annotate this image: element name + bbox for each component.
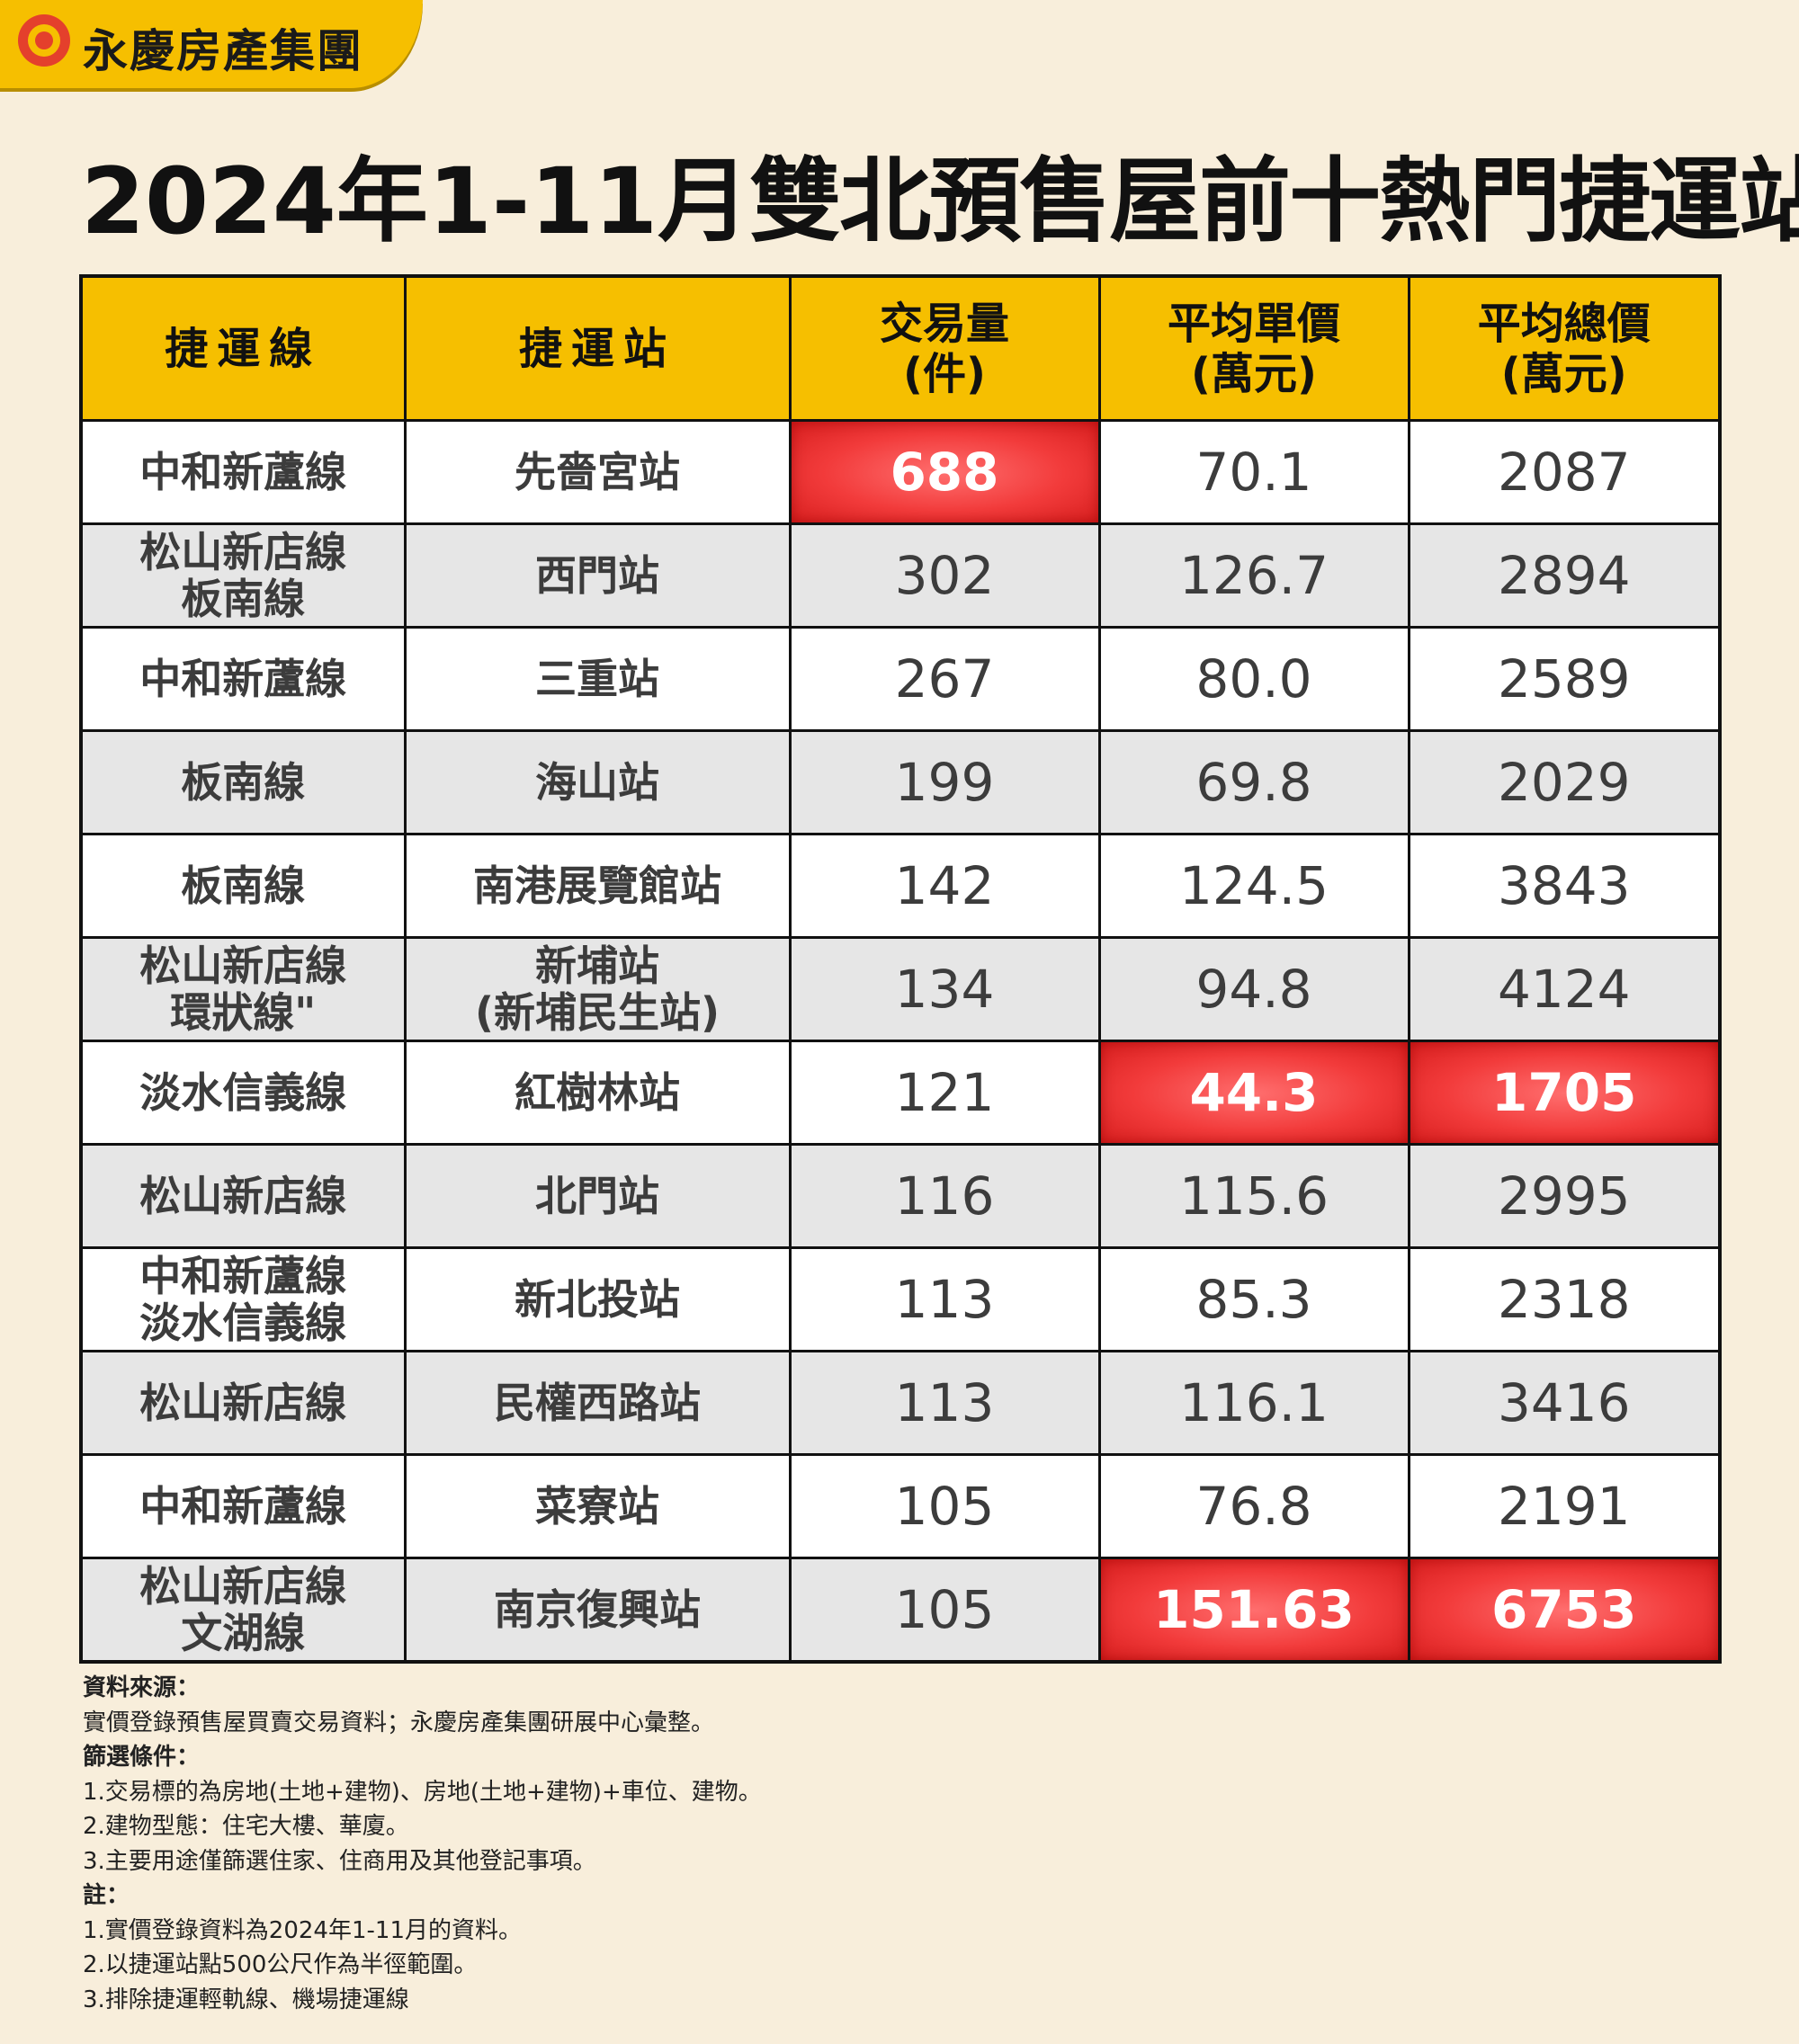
cell-unit-price: 94.8 [1097, 936, 1410, 1042]
table-row: 中和新蘆線 菜寮站 105 76.8 2191 [79, 1453, 1722, 1559]
cell-volume: 688 [788, 419, 1101, 525]
cell-mrt-line: 松山新店線 文湖線 [79, 1557, 407, 1664]
header-unit-price: 平均單價 (萬元) [1097, 274, 1410, 422]
cell-total-price: 2029 [1407, 729, 1722, 835]
table-row: 松山新店線 環狀線" 新埔站 (新埔民生站) 134 94.8 4124 [79, 936, 1722, 1042]
cell-mrt-station: 海山站 [403, 729, 792, 835]
cell-volume: 113 [788, 1350, 1101, 1456]
cell-mrt-line: 松山新店線 環狀線" [79, 936, 407, 1042]
table-row: 板南線 南港展覽館站 142 124.5 3843 [79, 833, 1722, 939]
remark-item: 1.實價登錄資料為2024年1-11月的資料。 [83, 1916, 522, 1944]
cell-total-price: 4124 [1407, 936, 1722, 1042]
page-title: 2024年1-11月雙北預售屋前十熱門捷運站 [81, 144, 1799, 261]
cell-mrt-line: 松山新店線 [79, 1350, 407, 1456]
cell-mrt-station: 南京復興站 [403, 1557, 792, 1664]
cell-volume: 116 [788, 1143, 1101, 1249]
cell-unit-price: 70.1 [1097, 419, 1410, 525]
station-table: 捷運線 捷運站 交易量 (件) 平均單價 (萬元) 平均總價 (萬元) 中和新蘆線 先嗇… [79, 274, 1722, 1664]
cell-total-price: 2087 [1407, 419, 1722, 525]
header-total-price: 平均總價 (萬元) [1407, 274, 1722, 422]
cell-total-price: 6753 [1407, 1557, 1722, 1664]
remark-item: 3.排除捷運輕軌線、機場捷運線 [83, 1986, 409, 2013]
cell-mrt-station: 新北投站 [403, 1246, 792, 1352]
cell-mrt-line: 板南線 [79, 729, 407, 835]
footnotes: 資料來源： 實價登錄預售屋買賣交易資料；永慶房產集團研展中心彙整。 篩選條件： … [83, 1671, 1702, 2017]
table-row: 中和新蘆線 先嗇宮站 688 70.1 2087 [79, 419, 1722, 525]
cell-total-price: 2995 [1407, 1143, 1722, 1249]
table-row: 板南線 海山站 199 69.8 2029 [79, 729, 1722, 835]
cell-mrt-line: 松山新店線 [79, 1143, 407, 1249]
cell-total-price: 2894 [1407, 522, 1722, 629]
cell-total-price: 2589 [1407, 626, 1722, 732]
cell-unit-price: 80.0 [1097, 626, 1410, 732]
cell-unit-price: 116.1 [1097, 1350, 1410, 1456]
cell-mrt-station: 西門站 [403, 522, 792, 629]
cell-mrt-line: 中和新蘆線 [79, 419, 407, 525]
filter-item: 3.主要用途僅篩選住家、住商用及其他登記事項。 [83, 1847, 596, 1875]
cell-unit-price: 85.3 [1097, 1246, 1410, 1352]
header-station: 捷運站 [403, 274, 792, 422]
cell-mrt-line: 淡水信義線 [79, 1040, 407, 1146]
cell-volume: 267 [788, 626, 1101, 732]
brand-banner: 永慶房產集團 [0, 0, 423, 88]
table-row: 中和新蘆線 三重站 267 80.0 2589 [79, 626, 1722, 732]
cell-unit-price: 126.7 [1097, 522, 1410, 629]
header-line: 捷運線 [79, 274, 407, 422]
cell-mrt-station: 菜寮站 [403, 1453, 792, 1559]
table-row: 松山新店線 民權西路站 113 116.1 3416 [79, 1350, 1722, 1456]
cell-volume: 105 [788, 1453, 1101, 1559]
filter-item: 1.交易標的為房地(土地+建物)、房地(土地+建物)+車位、建物。 [83, 1778, 762, 1806]
cell-total-price: 3416 [1407, 1350, 1722, 1456]
cell-unit-price: 44.3 [1097, 1040, 1410, 1146]
brand-name: 永慶房產集團 [83, 25, 363, 77]
cell-total-price: 2318 [1407, 1246, 1722, 1352]
cell-volume: 302 [788, 522, 1101, 629]
cell-mrt-line: 中和新蘆線 淡水信義線 [79, 1246, 407, 1352]
cell-mrt-station: 三重站 [403, 626, 792, 732]
cell-mrt-station: 北門站 [403, 1143, 792, 1249]
cell-unit-price: 69.8 [1097, 729, 1410, 835]
table-body: 中和新蘆線 先嗇宮站 688 70.1 2087 松山新店線 板南線 西門站 302 126.7 2… [79, 419, 1722, 1664]
cell-mrt-line: 板南線 [79, 833, 407, 939]
cell-volume: 134 [788, 936, 1101, 1042]
cell-total-price: 2191 [1407, 1453, 1722, 1559]
source-heading: 資料來源： [83, 1674, 201, 1701]
header-volume: 交易量 (件) [788, 274, 1101, 422]
table-header-row: 捷運線 捷運站 交易量 (件) 平均單價 (萬元) 平均總價 (萬元) [79, 274, 1722, 422]
remark-item: 2.以捷運站點500公尺作為半徑範圍。 [83, 1951, 478, 1978]
table-row: 松山新店線 文湖線 南京復興站 105 151.63 6753 [79, 1557, 1722, 1664]
table-row: 中和新蘆線 淡水信義線 新北投站 113 85.3 2318 [79, 1246, 1722, 1352]
table-row: 淡水信義線 紅樹林站 121 44.3 1705 [79, 1040, 1722, 1146]
filter-heading: 篩選條件： [83, 1744, 201, 1771]
cell-mrt-station: 南港展覽館站 [403, 833, 792, 939]
cell-mrt-line: 中和新蘆線 [79, 1453, 407, 1559]
cell-total-price: 3843 [1407, 833, 1722, 939]
table-row: 松山新店線 北門站 116 115.6 2995 [79, 1143, 1722, 1249]
title-prefix: 2024年1-11月 [81, 148, 750, 255]
source-text: 實價登錄預售屋買賣交易資料；永慶房產集團研展中心彙整。 [83, 1709, 715, 1736]
cell-volume: 113 [788, 1246, 1101, 1352]
title-main: 雙北預售屋前十熱門捷運站 [749, 148, 1799, 255]
cell-volume: 199 [788, 729, 1101, 835]
cell-unit-price: 151.63 [1097, 1557, 1410, 1664]
cell-volume: 105 [788, 1557, 1101, 1664]
cell-unit-price: 124.5 [1097, 833, 1410, 939]
cell-mrt-station: 民權西路站 [403, 1350, 792, 1456]
cell-total-price: 1705 [1407, 1040, 1722, 1146]
cell-mrt-station: 新埔站 (新埔民生站) [403, 936, 792, 1042]
cell-mrt-station: 紅樹林站 [403, 1040, 792, 1146]
cell-mrt-line: 中和新蘆線 [79, 626, 407, 732]
cell-volume: 142 [788, 833, 1101, 939]
cell-volume: 121 [788, 1040, 1101, 1146]
brand-logo-icon [18, 14, 70, 67]
table-row: 松山新店線 板南線 西門站 302 126.7 2894 [79, 522, 1722, 629]
cell-mrt-line: 松山新店線 板南線 [79, 522, 407, 629]
filter-item: 2.建物型態：住宅大樓、華廈。 [83, 1813, 409, 1840]
remark-heading: 註： [83, 1882, 130, 1909]
cell-unit-price: 115.6 [1097, 1143, 1410, 1249]
cell-unit-price: 76.8 [1097, 1453, 1410, 1559]
cell-mrt-station: 先嗇宮站 [403, 419, 792, 525]
